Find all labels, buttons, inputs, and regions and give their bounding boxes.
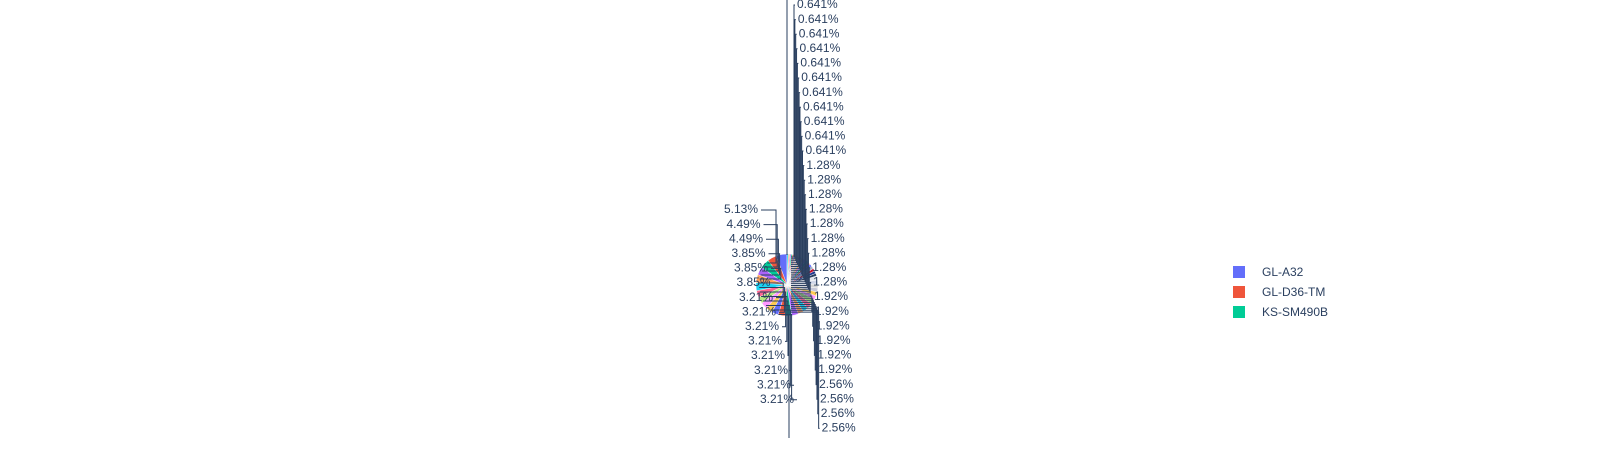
slice-percent-label: 1.28% xyxy=(811,245,845,259)
slice-percent-label: 0.641% xyxy=(800,56,841,70)
slice-percent-label: 0.641% xyxy=(806,143,847,157)
slice-percent-label: 1.28% xyxy=(810,216,844,230)
leader-line xyxy=(778,314,797,401)
leader-line xyxy=(791,165,805,279)
slice-percent-label: 1.92% xyxy=(818,362,852,376)
leader-line xyxy=(761,296,788,342)
slice-percent-label: 0.641% xyxy=(805,129,846,143)
slice-percent-label: 1.92% xyxy=(815,304,849,318)
slice-percent-label: 1.28% xyxy=(809,202,843,216)
slice-percent-label: 3.85% xyxy=(736,275,770,289)
leader-line xyxy=(763,224,778,268)
slice-percent-label: 2.56% xyxy=(820,391,854,405)
slice-percent-label: 3.21% xyxy=(754,363,788,377)
slice-percent-label: 0.641% xyxy=(804,114,845,128)
legend-item[interactable]: KS-SM490B xyxy=(1233,302,1328,322)
leader-line xyxy=(759,287,785,313)
slice-percent-label: 0.641% xyxy=(801,70,842,84)
leader-line xyxy=(791,238,809,288)
slice-percent-label: 0.641% xyxy=(800,41,841,55)
slice-percent-label: 3.21% xyxy=(748,334,782,348)
slice-percent-label: 4.49% xyxy=(729,231,763,245)
slice-percent-label: 2.56% xyxy=(822,421,856,435)
leader-line xyxy=(770,309,794,386)
slice-percent-label: 0.641% xyxy=(799,26,840,40)
leader-line xyxy=(791,106,801,271)
slice-percent-label: 2.56% xyxy=(821,406,855,420)
slice-percent-label: 2.56% xyxy=(819,377,853,391)
slice-percent-label: 0.641% xyxy=(803,99,844,113)
leader-line xyxy=(791,194,807,283)
leader-line xyxy=(791,4,795,258)
slice-percent-label: 1.28% xyxy=(808,187,842,201)
leader-line xyxy=(791,135,803,275)
slice-percent-label: 0.641% xyxy=(798,12,839,26)
leader-line xyxy=(761,209,777,264)
slice-percent-label: 0.641% xyxy=(802,85,843,99)
slice-percent-label: 5.13% xyxy=(724,202,758,216)
leader-line xyxy=(791,281,812,294)
legend-item[interactable]: GL-D36-TM xyxy=(1233,282,1328,302)
slice-percent-label: 3.21% xyxy=(760,392,794,406)
legend-label: GL-D36-TM xyxy=(1262,285,1326,299)
legend: GL-A32 GL-D36-TM KS-SM490B xyxy=(1233,262,1328,322)
leader-line xyxy=(763,300,789,356)
slice-percent-label: 3.21% xyxy=(739,290,773,304)
slice-percent-label: 3.85% xyxy=(731,246,765,260)
leader-line xyxy=(791,48,798,264)
slice-percent-label: 4.49% xyxy=(726,217,760,231)
slice-percent-label: 3.21% xyxy=(751,348,785,362)
slice-percent-label: 1.28% xyxy=(806,158,840,172)
leader-line xyxy=(791,267,811,292)
leader-line xyxy=(791,208,807,285)
leader-line xyxy=(759,282,784,299)
slice-percent-label: 1.92% xyxy=(814,289,848,303)
leader-line xyxy=(791,92,801,269)
leader-line xyxy=(791,223,808,286)
leader-line xyxy=(791,77,800,267)
legend-swatch xyxy=(1233,266,1245,278)
slice-percent-label: 1.92% xyxy=(817,333,851,347)
leader-line xyxy=(762,238,779,272)
leader-line xyxy=(791,121,802,273)
leader-line xyxy=(760,253,781,276)
slice-labels: 5.13%4.49%4.49%3.85%3.85%3.85%3.21%3.21%… xyxy=(724,0,856,435)
leader-line xyxy=(791,311,820,429)
slice-percent-label: 0.641% xyxy=(797,0,838,11)
leader-lines xyxy=(759,0,820,438)
legend-label: KS-SM490B xyxy=(1262,305,1329,319)
slice-percent-label: 1.92% xyxy=(816,318,850,332)
slice-percent-label: 3.85% xyxy=(734,261,768,275)
slice-percent-label: 3.21% xyxy=(745,319,779,333)
slice-percent-label: 1.28% xyxy=(812,260,846,274)
leader-line xyxy=(759,267,782,280)
slice-percent-label: 1.28% xyxy=(813,275,847,289)
slice-percent-label: 1.28% xyxy=(811,231,845,245)
legend-label: GL-A32 xyxy=(1262,265,1304,279)
leader-line xyxy=(791,33,797,262)
legend-item[interactable]: GL-A32 xyxy=(1233,262,1328,282)
slice-percent-label: 1.28% xyxy=(807,172,841,186)
leader-line xyxy=(791,179,806,281)
legend-swatch xyxy=(1233,286,1245,298)
leader-line xyxy=(791,252,810,290)
slice-percent-label: 3.21% xyxy=(742,304,776,318)
leader-line xyxy=(759,291,787,328)
leader-line xyxy=(791,19,796,260)
legend-swatch xyxy=(1233,306,1245,318)
leader-line xyxy=(791,62,799,266)
slice-percent-label: 3.21% xyxy=(757,377,791,391)
leader-line xyxy=(791,150,804,277)
slice-percent-label: 1.92% xyxy=(817,348,851,362)
